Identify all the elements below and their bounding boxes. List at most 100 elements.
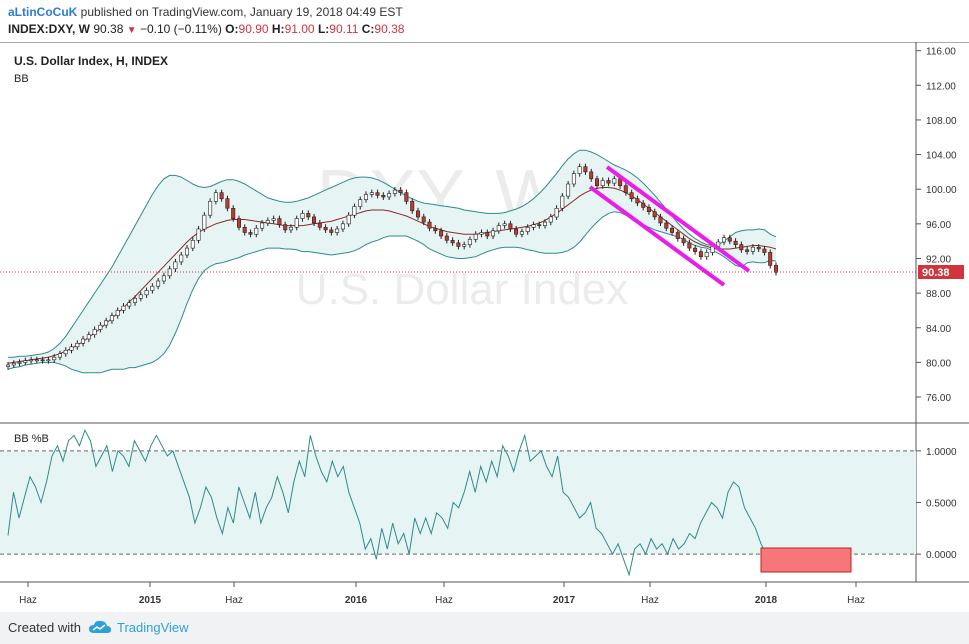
candle-down [242, 227, 247, 233]
candle-up [34, 359, 39, 362]
candle-up [150, 285, 155, 291]
candle-down [323, 227, 328, 231]
candle-down [444, 235, 449, 241]
candle-down [583, 166, 588, 173]
percent-b-polyline [7, 428, 773, 577]
y-tick-label: 76.00 [926, 393, 951, 404]
candle-up [254, 227, 259, 235]
open-label: O: [225, 22, 239, 36]
osc-tick-label: 0.0000 [926, 550, 957, 561]
author-name[interactable]: aLtinCoCuK [8, 5, 78, 19]
candle-down [652, 211, 657, 218]
candle-up [86, 334, 91, 340]
channel-lower-line[interactable] [588, 185, 726, 287]
candle-up [612, 178, 617, 184]
candle-down [687, 242, 692, 249]
candle-up [600, 180, 605, 186]
candle-up [473, 233, 478, 240]
candle-down [646, 207, 651, 212]
osc-y-axis[interactable]: 1.0000 0.5000 0.0000 [916, 447, 957, 561]
osc-band-area [0, 450, 916, 555]
channel-upper-line[interactable] [605, 165, 751, 273]
candle-down [381, 195, 386, 198]
candle-down [514, 228, 519, 235]
x-tick-label: Haz [435, 595, 453, 606]
last-price: 90.38 [93, 22, 124, 36]
published-text: published on TradingView.com, January 19… [80, 5, 403, 19]
candle-up [531, 224, 536, 228]
candle-up [260, 222, 265, 229]
last-price-tag-label: 90.38 [922, 267, 950, 279]
candle-up [208, 201, 213, 216]
bollinger-band-fill [8, 150, 776, 373]
candle-up [17, 362, 22, 364]
candle-up [98, 324, 103, 330]
candle-up [519, 231, 524, 235]
candle-up [750, 246, 755, 252]
candle-down [623, 185, 628, 193]
candle-down [537, 224, 542, 226]
candle-down [415, 210, 420, 218]
candle-down [404, 192, 409, 202]
main-y-axis[interactable]: 116.00 112.00 108.00 104.00 100.00 96.00 92.00… [916, 47, 957, 404]
candle-down [675, 232, 680, 239]
candle-down [231, 208, 236, 220]
time-axis[interactable]: Haz 2015 Haz 2016 Haz 2017 Haz 2018 Haz [19, 582, 865, 606]
tradingview-cloud-icon[interactable] [88, 619, 112, 635]
candle-down [594, 178, 599, 187]
candle-down [237, 218, 242, 228]
candle-down [641, 202, 646, 208]
candle-down [277, 218, 282, 226]
tradingview-brand[interactable]: TradingView [117, 620, 189, 635]
x-tick-label: 2016 [345, 595, 368, 606]
ohlc-line: INDEX:DXY, W 90.38 ▼ −0.10 (−0.11%) O:90… [8, 22, 404, 36]
candle-up [29, 359, 34, 362]
candle-down [40, 359, 45, 362]
candle-down [762, 248, 767, 253]
candle-down [658, 216, 663, 224]
candle-up [467, 239, 472, 245]
watermark-name: U.S. Dollar Index [296, 265, 629, 314]
osc-pane-title: BB %B [14, 433, 49, 445]
bb-upper-line [8, 149, 777, 358]
candle-down [311, 216, 316, 224]
candle-down [450, 240, 455, 244]
close-label: C: [361, 22, 375, 36]
footer-bar: Created with TradingView [0, 612, 969, 644]
candle-up [179, 254, 184, 263]
candle-up [525, 227, 530, 232]
candle-down [606, 180, 611, 184]
candle-up [69, 346, 74, 351]
candle-down [456, 242, 461, 247]
candle-up [496, 225, 501, 232]
highlight-box[interactable] [760, 547, 852, 573]
candle-up [173, 261, 178, 270]
candle-up [115, 310, 120, 316]
y-tick-label: 116.00 [926, 47, 956, 58]
candle-up [571, 173, 576, 185]
y-tick-label: 92.00 [926, 254, 951, 265]
low-label: L: [317, 22, 330, 36]
candle-down [375, 192, 380, 196]
candle-up [369, 192, 374, 195]
y-tick-label: 96.00 [926, 220, 951, 231]
chart-area[interactable]: DXY, W U.S. Dollar Index U.S. Dollar Ind… [0, 42, 969, 612]
candle-down [745, 249, 750, 252]
candle-up [560, 195, 565, 209]
low-value: 90.11 [329, 22, 359, 36]
candle-down [681, 238, 686, 244]
last-price-tag: 90.38 [918, 265, 964, 279]
candle-up [335, 228, 340, 233]
candle-up [92, 329, 97, 335]
candle-up [542, 221, 547, 226]
candle-up [358, 199, 363, 207]
candle-down [768, 252, 773, 266]
x-tick-label: Haz [847, 595, 865, 606]
close-value: 90.38 [374, 22, 405, 36]
candle-up [502, 223, 507, 226]
candle-up [346, 214, 351, 225]
bb-indicator-label: BB [14, 73, 29, 85]
created-with-label: Created with [8, 620, 81, 635]
candle-down [739, 244, 744, 251]
candle-down [589, 171, 594, 180]
